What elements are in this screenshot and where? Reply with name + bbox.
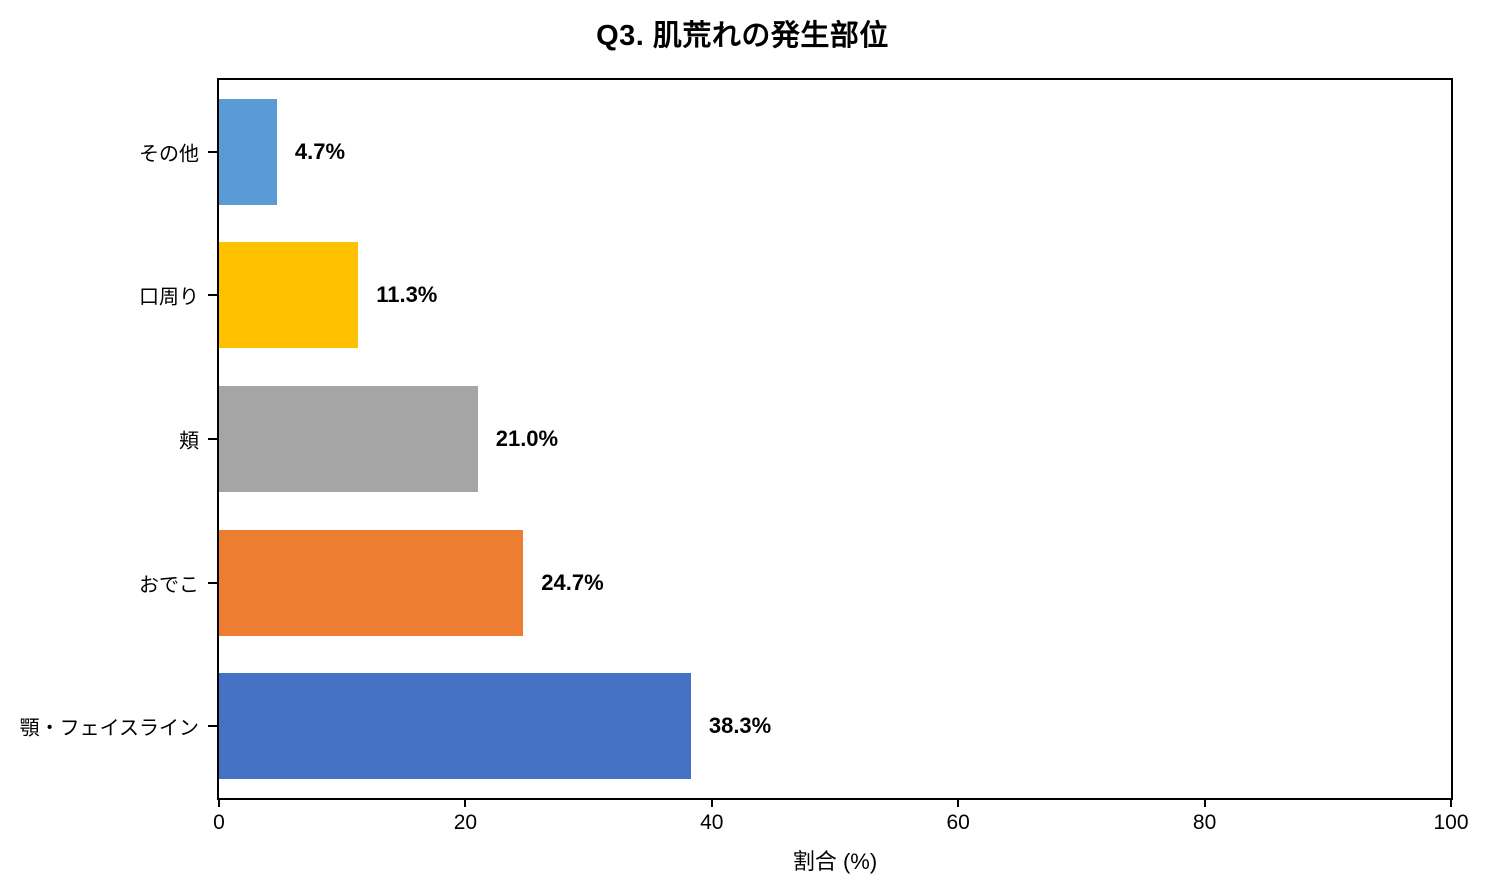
bar-value-label: 38.3% <box>708 713 772 739</box>
y-tick-label: おでこ <box>139 574 199 597</box>
plot-area: 割合 (%) 4.7% その他 11.3% 口周り 21.0% 頬 24.7% おでこ 38.3… <box>20 78 1469 874</box>
bar-row: 4.7% その他 <box>139 80 1451 224</box>
x-axis-tick <box>218 798 220 807</box>
y-axis-tick <box>208 294 217 297</box>
chart-title: Q3. 肌荒れの発生部位 <box>596 20 889 52</box>
y-tick-label: 頬 <box>179 430 199 453</box>
bar-row: 21.0% 頬 <box>179 367 1451 511</box>
y-axis-tick <box>208 581 217 584</box>
bar-value-label: 11.3% <box>376 282 438 308</box>
x-axis-tick <box>1450 798 1452 807</box>
y-axis-tick <box>208 150 217 153</box>
bar-row: 38.3% 顎・フェイスライン <box>20 654 1451 798</box>
y-axis-tick <box>208 725 217 728</box>
bar-row: 11.3% 口周り <box>139 224 1451 368</box>
bar-value-label: 4.7% <box>294 138 346 164</box>
y-axis-tick <box>208 437 217 440</box>
x-tick-label: 20 <box>453 811 478 834</box>
bar <box>219 385 478 492</box>
x-axis-tick <box>957 798 960 807</box>
x-axis-tick <box>1203 798 1206 807</box>
y-tick-label: 口周り <box>139 286 199 309</box>
y-tick-label: その他 <box>139 143 199 166</box>
x-axis-label: 割合 (%) <box>792 849 878 874</box>
x-tick-label: 60 <box>946 811 970 834</box>
bar-value-label: 24.7% <box>541 569 604 595</box>
bar <box>219 529 524 636</box>
bar <box>219 673 691 780</box>
bar <box>219 98 277 205</box>
y-tick-label: 顎・フェイスライン <box>19 717 199 740</box>
x-tick-label: 100 <box>1433 811 1469 834</box>
x-tick-label: 0 <box>213 811 225 834</box>
x-axis-tick <box>464 798 467 807</box>
x-axis-tick <box>710 798 713 807</box>
bar-value-label: 21.0% <box>495 425 559 451</box>
bar <box>219 242 359 349</box>
x-tick-label: 80 <box>1192 811 1217 834</box>
bar-row: 24.7% おでこ <box>139 511 1451 655</box>
x-tick-label: 40 <box>700 811 724 834</box>
